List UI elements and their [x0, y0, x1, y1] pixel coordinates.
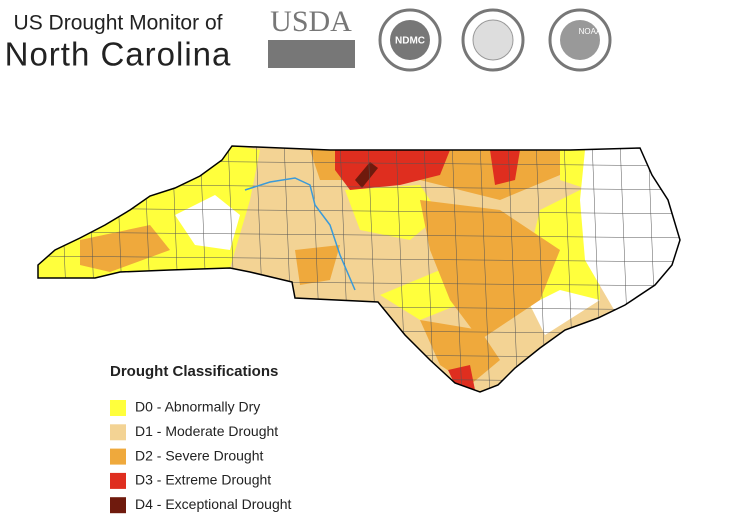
county-line	[38, 327, 680, 335]
logo-noaa: NOAA	[579, 27, 602, 36]
county-line	[38, 231, 680, 239]
logos: USDA NDMC NOAA	[268, 5, 612, 72]
legend-label: D2 - Severe Drought	[135, 447, 264, 463]
logo-ndmc: NDMC	[395, 36, 425, 47]
legend-swatch	[110, 448, 126, 465]
usda-bar	[268, 40, 355, 68]
legend-label: D1 - Moderate Drought	[135, 423, 278, 439]
legend-title: Drought Classifications	[110, 363, 278, 380]
legend-label: D4 - Exceptional Drought	[135, 496, 292, 512]
area-d3	[490, 150, 520, 185]
title-line2: North Carolina	[5, 36, 232, 73]
county-line	[451, 146, 463, 392]
area-none	[530, 290, 600, 335]
area-d2	[295, 245, 340, 285]
county-line	[38, 351, 680, 359]
logo-usda: USDA	[270, 5, 352, 38]
legend-swatch	[110, 497, 126, 514]
seal-center	[560, 20, 600, 60]
county-line	[38, 255, 680, 263]
county-line	[507, 146, 519, 392]
legend-swatch	[110, 424, 126, 441]
seal-center	[472, 19, 514, 61]
legend-label: D0 - Abnormally Dry	[135, 399, 260, 415]
seal-center	[390, 20, 430, 60]
area-d2	[420, 200, 560, 340]
legend: D0 - Abnormally Dry D1 - Moderate Drought…	[110, 399, 292, 514]
title-line1: US Drought Monitor of	[14, 12, 223, 35]
legend-swatch	[110, 472, 126, 489]
area-none	[175, 195, 240, 250]
area-d0	[345, 185, 440, 240]
county-line	[38, 207, 680, 215]
legend-label: D3 - Extreme Drought	[135, 472, 271, 488]
county-line	[479, 146, 491, 392]
area-d4	[355, 162, 378, 188]
river	[244, 177, 356, 291]
county-line	[675, 146, 680, 392]
legend-swatch	[110, 400, 126, 416]
county-line	[423, 146, 435, 392]
